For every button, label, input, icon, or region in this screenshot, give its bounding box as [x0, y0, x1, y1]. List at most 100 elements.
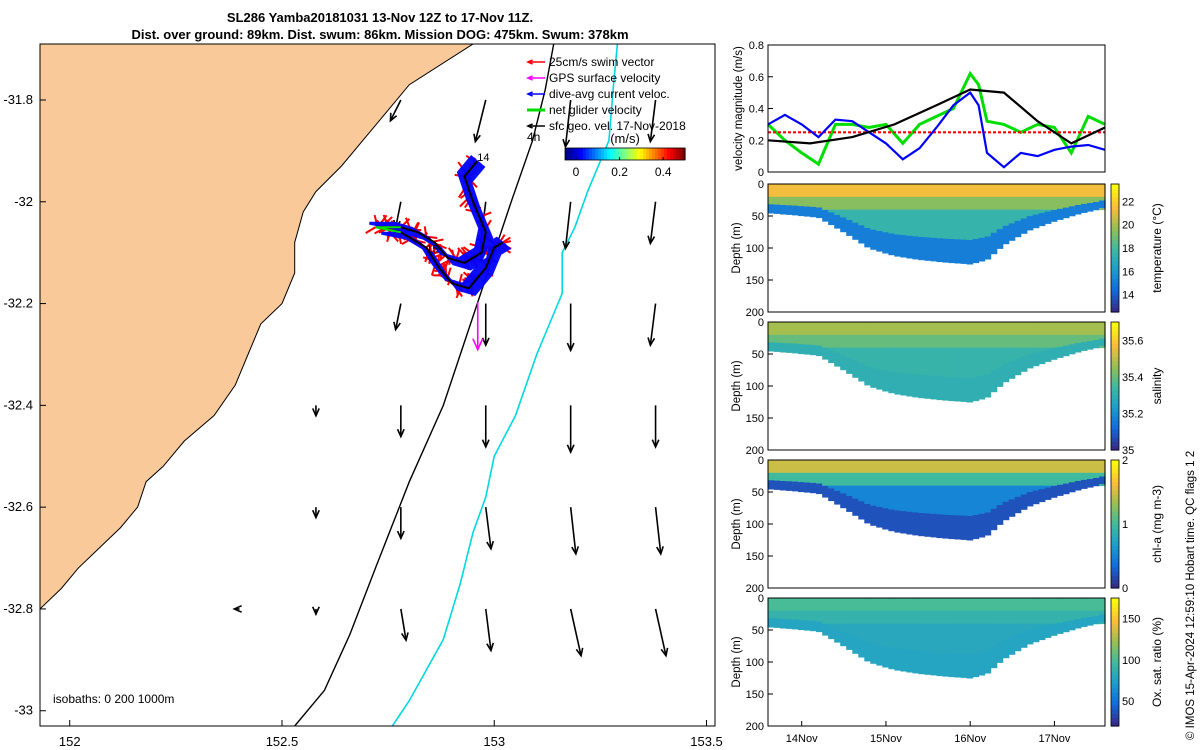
section-cell [1038, 184, 1046, 198]
map-xtick-label-2: 153 [483, 734, 505, 749]
section-cell [996, 485, 1004, 506]
section-cell [858, 623, 865, 640]
geo-vel-arrow-11 [647, 303, 657, 348]
section-cell [882, 196, 889, 211]
section-cell [930, 196, 938, 211]
section-cell [822, 460, 829, 474]
section-cell [1038, 472, 1046, 487]
colorbar-cell [583, 148, 587, 160]
section-cell [894, 460, 901, 474]
section-cell [954, 184, 962, 198]
oxygen-section: 0 50 100 150 200 Depth (m) 50 100 150 Ox. sat. ra… [731, 593, 1164, 733]
section-cell [900, 623, 907, 650]
temperature-section-colorbar-tick-1: 16 [1122, 266, 1134, 278]
section-cell [978, 322, 986, 336]
section-cell [978, 196, 986, 211]
section-cell [894, 347, 901, 373]
geo-vel-arrow-10-head [566, 342, 575, 353]
section-cell [1050, 460, 1058, 474]
colorbar-cell [1111, 239, 1119, 245]
section-cell [1080, 610, 1088, 625]
chla-section-colorbar-tick-2: 2 [1122, 455, 1128, 467]
section-cell [1068, 334, 1076, 349]
section-cell [846, 485, 853, 497]
temperature-section-colorbar-frame [1110, 183, 1120, 313]
section-cell [816, 345, 823, 357]
section-cell [1050, 598, 1058, 612]
section-cell [942, 652, 950, 677]
section-cell [918, 322, 925, 336]
section-cell [1008, 460, 1016, 474]
velocity-series-2 [767, 91, 1106, 169]
isobath-text: isobaths: 0 200 1000m [53, 692, 174, 706]
section-cell [816, 322, 823, 336]
section-cell [858, 598, 865, 612]
colorbar-cell [1111, 269, 1119, 275]
geo-vel-arrow-7-head [647, 235, 656, 246]
section-cell [906, 610, 913, 625]
section-cell [942, 623, 950, 654]
section-cell [990, 209, 998, 234]
section-cell [900, 485, 907, 512]
map-ytick-label-5: -32.8 [3, 601, 33, 616]
section-cell [930, 513, 938, 538]
colorbar-cell [586, 148, 590, 160]
section-cell [906, 184, 913, 198]
section-cell [792, 343, 799, 354]
section-cell [816, 472, 823, 487]
section-cell [882, 472, 889, 487]
section-cell [1062, 598, 1070, 612]
colorbar-cell [1111, 696, 1119, 701]
colorbar-cell [1111, 218, 1119, 223]
section-cell [972, 377, 980, 402]
section-cell [1020, 209, 1028, 219]
colorbar-cell [1111, 226, 1119, 232]
section-cell [888, 334, 895, 349]
section-cell [882, 370, 889, 392]
colorbar-cell [1111, 640, 1119, 646]
section-cell [924, 334, 932, 349]
section-cell [918, 610, 925, 625]
geo-vel-arrow-19 [484, 507, 495, 551]
section-cell [840, 631, 847, 647]
time-axis: 14Nov 15Nov 16Nov 17Nov [786, 721, 1071, 745]
section-cell [840, 485, 847, 494]
section-cell [1050, 348, 1058, 360]
colorbar-cell [1111, 394, 1119, 400]
section-cell [846, 472, 853, 487]
section-cell [954, 610, 962, 625]
section-cell [882, 460, 889, 474]
colorbar-cell [1111, 356, 1119, 361]
colorbar-cell [1111, 184, 1119, 189]
section-cell [1038, 322, 1046, 336]
section-cell [840, 184, 847, 198]
section-cell [966, 378, 974, 403]
section-cell [978, 485, 986, 515]
velocity-frame [767, 44, 1106, 173]
section-cell [990, 485, 998, 510]
section-cell [798, 196, 805, 211]
section-cell [918, 334, 925, 349]
section-cell [990, 232, 998, 255]
colorbar-cell [604, 148, 608, 160]
section-cell [876, 598, 883, 612]
colorbar-cell [1111, 683, 1119, 689]
map-plot-area: 14 15 isobaths: 0 200 1000m 25cm/s swim vec… [40, 44, 686, 726]
map-xtick-label-0: 152 [59, 734, 81, 749]
section-cell [1074, 481, 1082, 491]
section-cell [972, 239, 980, 264]
colorbar-note: 4h [527, 130, 540, 144]
section-cell [906, 209, 913, 237]
section-cell [1050, 210, 1058, 222]
section-cell [852, 360, 859, 378]
section-cell [1050, 334, 1058, 349]
section-cell [1093, 616, 1100, 625]
geo-vel-arrow-0-shaft [389, 99, 402, 122]
section-cell [1014, 460, 1022, 474]
section-cell [1014, 334, 1022, 349]
section-cell [1080, 479, 1088, 489]
colorbar-cell [631, 148, 635, 160]
geo-vel-arrow-27 [654, 608, 669, 658]
section-cell [1044, 598, 1052, 612]
section-cell [972, 322, 980, 336]
